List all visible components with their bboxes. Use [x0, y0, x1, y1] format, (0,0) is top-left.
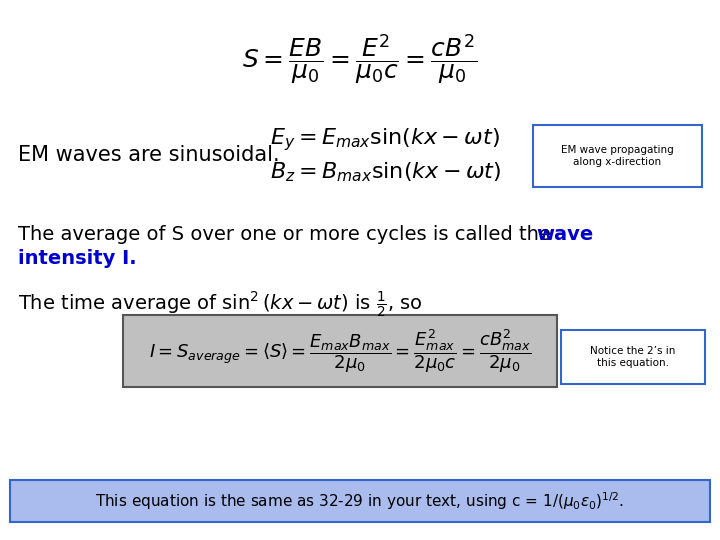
- Text: EM waves are sinusoidal.: EM waves are sinusoidal.: [18, 145, 279, 165]
- Text: $I = S_{average} = \langle S \rangle = \dfrac{E_{max}B_{max}}{2\mu_0} = \dfrac{E: $I = S_{average} = \langle S \rangle = \…: [149, 327, 531, 375]
- FancyBboxPatch shape: [533, 125, 702, 187]
- Text: The average of S over one or more cycles is called the: The average of S over one or more cycles…: [18, 226, 557, 245]
- Text: Notice the 2’s in
this equation.: Notice the 2’s in this equation.: [590, 346, 675, 368]
- FancyBboxPatch shape: [123, 315, 557, 387]
- Text: intensity I.: intensity I.: [18, 248, 137, 267]
- Text: $B_z = B_{max}\sin(kx - \omega t)$: $B_z = B_{max}\sin(kx - \omega t)$: [270, 160, 501, 184]
- FancyBboxPatch shape: [10, 480, 710, 522]
- Text: wave: wave: [536, 226, 593, 245]
- Text: This equation is the same as 32-29 in your text, using c = 1/($\mu_0\varepsilon_: This equation is the same as 32-29 in yo…: [96, 490, 624, 512]
- Text: EM wave propagating
along x-direction: EM wave propagating along x-direction: [561, 145, 673, 167]
- Text: $E_y = E_{max}\sin(kx - \omega t)$: $E_y = E_{max}\sin(kx - \omega t)$: [270, 126, 500, 153]
- Text: The time average of $\sin^2(kx - \omega t)$ is $\frac{1}{2}$, so: The time average of $\sin^2(kx - \omega …: [18, 290, 423, 320]
- Text: $S = \dfrac{EB}{\mu_0} = \dfrac{E^2}{\mu_0 c} = \dfrac{cB^2}{\mu_0}$: $S = \dfrac{EB}{\mu_0} = \dfrac{E^2}{\mu…: [243, 33, 477, 87]
- FancyBboxPatch shape: [561, 330, 705, 384]
